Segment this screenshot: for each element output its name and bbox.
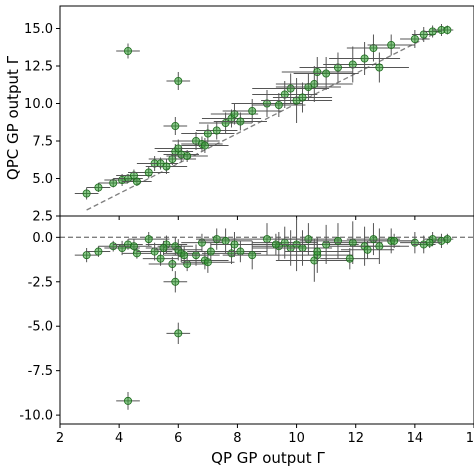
top-data-point — [313, 68, 322, 77]
top-data-point — [230, 110, 239, 119]
top-data-point — [360, 54, 369, 63]
top-data-point — [144, 168, 153, 177]
bottom-data-point — [159, 243, 168, 252]
bottom-data-point — [369, 235, 378, 244]
bottom-x-tick-label: 10 — [288, 431, 305, 446]
top-data-point — [236, 117, 245, 126]
bottom-data-point — [132, 249, 141, 258]
bottom-y-tick-label: -5.0 — [28, 320, 53, 335]
bottom-data-point — [333, 236, 342, 245]
bottom-data-point — [174, 329, 183, 338]
bottom-data-point — [410, 238, 419, 247]
bottom-data-point — [236, 247, 245, 256]
bottom-data-point — [212, 235, 221, 244]
bottom-data-point — [144, 235, 153, 244]
bottom-data-point — [313, 247, 322, 256]
bottom-y-tick-label: -2.5 — [28, 275, 53, 290]
bottom-data-point — [304, 235, 313, 244]
bottom-data-point — [262, 235, 271, 244]
bottom-data-point — [150, 247, 159, 256]
top-data-point — [183, 151, 192, 160]
top-y-tick-label: 7.5 — [32, 135, 53, 150]
bottom-data-point — [345, 254, 354, 263]
bottom-data-point — [156, 254, 165, 263]
bottom-y-tick-label: -7.5 — [28, 364, 53, 379]
bottom-data-point — [230, 240, 239, 249]
bottom-data-point — [248, 251, 257, 260]
top-data-point — [419, 30, 428, 39]
top-data-point — [286, 84, 295, 93]
top-data-point — [200, 141, 209, 150]
top-data-point — [333, 63, 342, 72]
bottom-data-point — [363, 245, 372, 254]
bottom-plot-frame — [59, 215, 474, 425]
top-data-point — [109, 178, 118, 187]
bottom-data-point — [203, 258, 212, 267]
bottom-data-point — [206, 247, 215, 256]
top-data-point — [310, 80, 319, 89]
bottom-data-point — [109, 242, 118, 251]
top-data-point — [168, 154, 177, 163]
bottom-x-tick-label: 2 — [56, 431, 64, 446]
bottom-x-tick-label: 8 — [233, 431, 241, 446]
bottom-data-point — [271, 240, 280, 249]
bottom-data-point — [375, 242, 384, 251]
top-data-point — [375, 63, 384, 72]
top-data-point — [298, 93, 307, 102]
top-y-tick-label: 10.0 — [24, 97, 53, 112]
top-data-point — [94, 183, 103, 192]
bottom-y-tick-label: -10.0 — [19, 409, 53, 424]
top-data-point — [410, 35, 419, 44]
top-data-point — [82, 189, 91, 198]
top-data-point — [174, 77, 183, 86]
top-y-tick-label: 12.5 — [24, 60, 53, 75]
bottom-data-point — [124, 396, 133, 405]
bottom-data-point — [94, 247, 103, 256]
bottom-data-point — [221, 236, 230, 245]
bottom-x-tick-label: 16 — [466, 431, 474, 446]
bottom-data-point — [82, 251, 91, 260]
top-data-point — [322, 69, 331, 78]
bottom-data-point — [171, 277, 180, 286]
bottom-data-point — [197, 238, 206, 247]
x-axis-label: QP GP output Γ — [211, 449, 325, 467]
top-y-tick-label: 5.0 — [32, 172, 53, 187]
top-data-point — [280, 90, 289, 99]
top-data-point — [428, 27, 437, 36]
top-y-tick-label: 15.0 — [24, 22, 53, 37]
bottom-x-tick-label: 6 — [174, 431, 182, 446]
top-reference-line — [86, 24, 451, 211]
bottom-x-tick-label: 14 — [407, 431, 424, 446]
bottom-panel: 0.0 -2.5 -5.0 -7.5 -10.02 4 6 8 10 12 14 16 — [19, 215, 474, 446]
top-data-point — [387, 41, 396, 50]
top-data-point — [124, 47, 133, 56]
top-data-point — [203, 129, 212, 138]
top-data-point — [369, 44, 378, 53]
bottom-data-point — [443, 235, 452, 244]
bottom-data-point — [129, 242, 138, 251]
top-data-point — [348, 60, 357, 69]
bottom-data-point — [390, 236, 399, 245]
top-data-point — [171, 122, 180, 131]
top-data-point — [248, 107, 257, 116]
top-data-point — [274, 101, 283, 110]
bottom-data-point — [298, 243, 307, 252]
top-data-point — [212, 126, 221, 135]
bottom-data-point — [322, 240, 331, 249]
bottom-x-tick-label: 12 — [347, 431, 364, 446]
bottom-data-point — [425, 238, 434, 247]
bottom-data-point — [280, 238, 289, 247]
top-data-point — [132, 177, 141, 186]
top-y-axis-label: QPC GP output Γ — [4, 55, 22, 180]
bottom-x-tick-label: 4 — [115, 431, 123, 446]
top-panel: 2.5 5.0 7.5 10.0 12.5 15.0 — [24, 5, 474, 225]
bottom-y-tick-label: 0.0 — [32, 231, 53, 246]
bottom-data-point — [180, 251, 189, 260]
bottom-data-point — [348, 238, 357, 247]
top-data-point — [443, 25, 452, 34]
top-y-tick-label: 2.5 — [32, 210, 53, 225]
top-data-point — [162, 162, 171, 171]
